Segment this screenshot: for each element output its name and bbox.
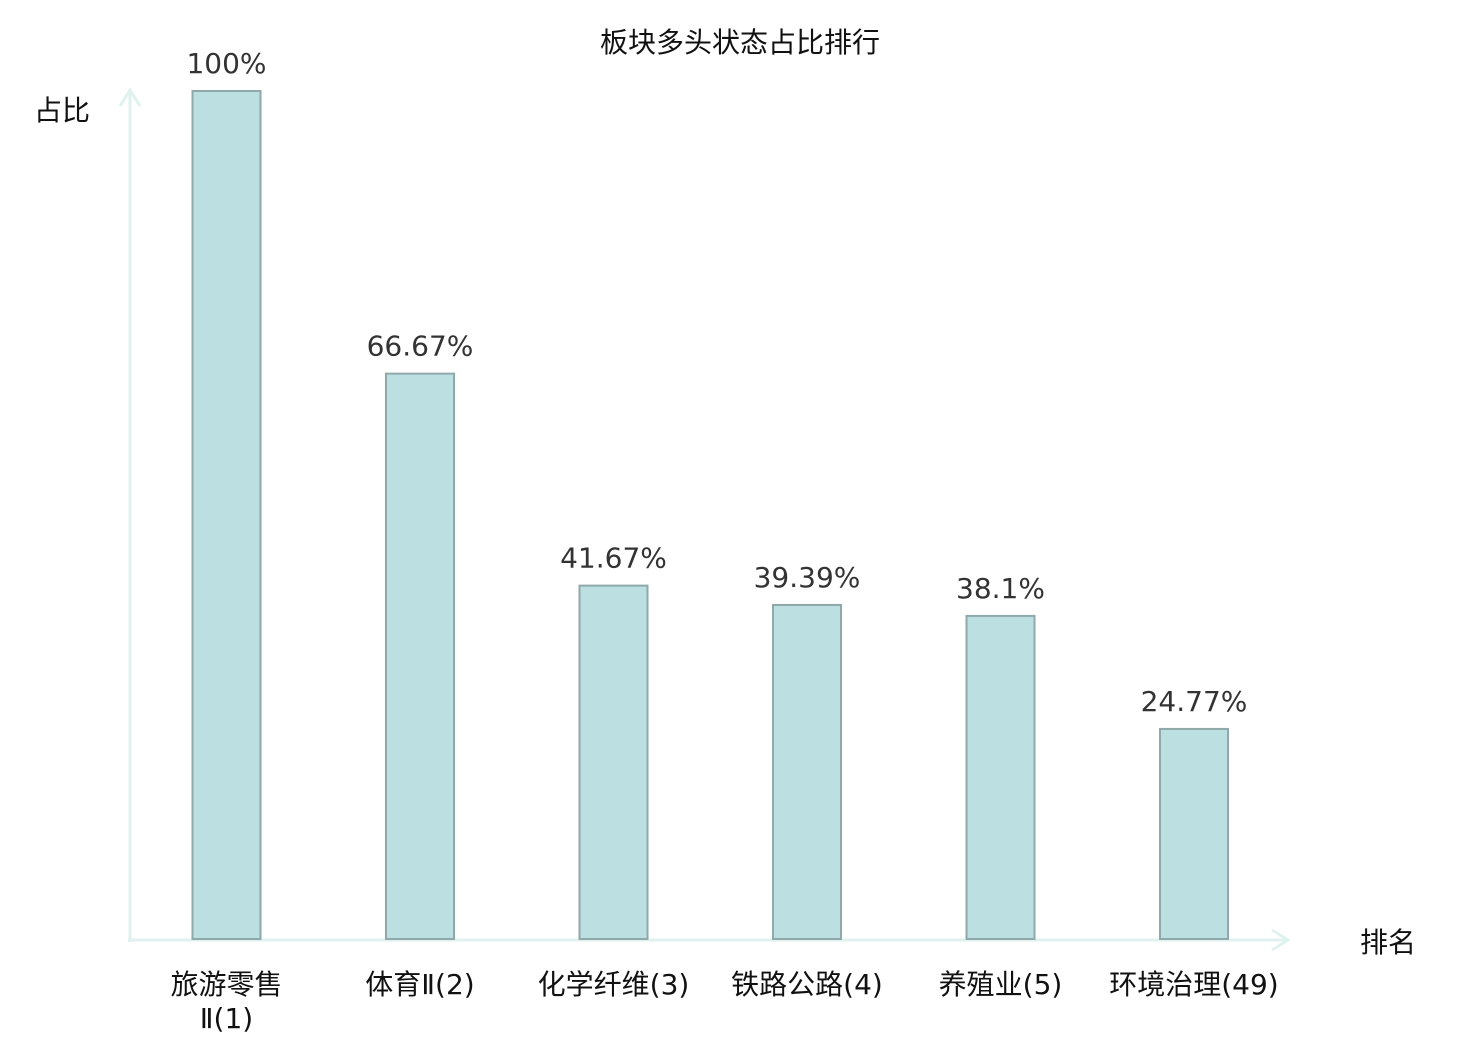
bar-2 xyxy=(385,372,455,940)
value-label-3: 41.67% xyxy=(560,542,667,575)
category-label-2: 体育Ⅱ(2) xyxy=(365,968,474,1001)
category-label-6: 环境治理(49) xyxy=(1109,968,1278,1001)
value-label-6: 24.77% xyxy=(1141,685,1248,718)
x-axis-arrow-icon xyxy=(1271,928,1291,952)
category-label-1-line-1: 旅游零售 xyxy=(170,968,282,1001)
y-axis-label: 占比 xyxy=(34,94,90,127)
bars xyxy=(191,90,1229,941)
category-label-4: 铁路公路(4) xyxy=(731,968,883,1001)
bar-6 xyxy=(1159,727,1229,940)
value-label-2: 66.67% xyxy=(367,330,474,363)
value-label-4: 39.39% xyxy=(754,561,861,594)
category-label-3: 化学纤维(3) xyxy=(538,968,690,1001)
bar-3 xyxy=(578,584,649,941)
value-label-5: 38.1% xyxy=(956,572,1045,605)
bar-4 xyxy=(772,603,842,940)
axes xyxy=(118,87,1291,952)
x-axis-label: 排名 xyxy=(1360,926,1416,959)
bar-1 xyxy=(191,90,262,940)
value-label-1: 100% xyxy=(186,47,266,80)
bar-5 xyxy=(965,614,1036,940)
chart-title: 板块多头状态占比排行 xyxy=(600,26,880,59)
value-labels: 100% 66.67% 41.67% 39.39% 38.1% 24.77% xyxy=(186,47,1247,718)
category-label-5: 养殖业(5) xyxy=(939,968,1063,1001)
category-label-1-line-2: Ⅱ(1) xyxy=(200,1002,253,1035)
y-axis-arrow-icon xyxy=(118,87,142,107)
